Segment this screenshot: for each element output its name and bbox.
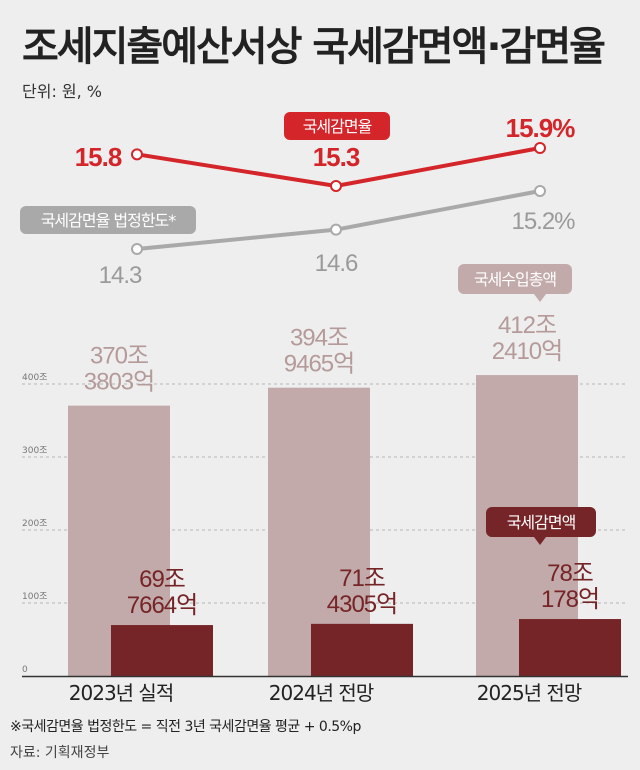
total-revenue-badge-text: 국세수입총액: [474, 270, 556, 289]
legal-limit-label: 14.6: [315, 250, 358, 277]
reduction-rate-badge: [284, 112, 390, 140]
tax-reduction-label: 7664억: [127, 592, 197, 619]
total-revenue-badge-pointer: [534, 294, 546, 302]
total-revenue-badge: [458, 264, 572, 294]
y-tick-label: 400조: [22, 373, 47, 383]
bar-tax-reduction: [111, 625, 213, 676]
tax-reduction-label: 178억: [541, 586, 599, 613]
y-tick-label: 300조: [22, 446, 47, 456]
total-revenue-label: 9465억: [284, 351, 354, 378]
x-category-label: 2024년 전망: [269, 681, 374, 705]
legal-limit-badge-text: 국세감면율 법정한도*: [41, 211, 177, 230]
legal-limit-point: [330, 223, 342, 236]
legal-limit-line: [136, 189, 541, 251]
legal-limit-badge: [20, 206, 196, 234]
total-revenue-label: 394조: [290, 325, 348, 352]
unit-label: 단위: 원, %: [22, 82, 103, 101]
x-category-label: 2023년 실적: [69, 681, 173, 705]
tax-reduction-badge-pointer: [534, 537, 546, 545]
total-revenue-label: 3803억: [84, 369, 154, 396]
reduction-rate-point: [534, 142, 546, 154]
tax-reduction-label: 78조: [547, 560, 593, 587]
tax-reduction-label: 71조: [339, 565, 385, 592]
reduction-rate-label: 15.8: [75, 142, 122, 172]
reduction-rate-label: 15.3: [313, 142, 360, 172]
legal-limit-label: 15.2%: [511, 208, 575, 235]
y-tick-label: 100조: [22, 592, 47, 602]
tax-reduction-label: 69조: [139, 566, 185, 593]
y-tick-label: 0: [22, 665, 28, 675]
legal-limit-point: [534, 185, 546, 197]
reduction-rate-point: [131, 148, 143, 161]
tax-reduction-label: 4305억: [327, 591, 397, 618]
reduction-rate-point: [330, 180, 342, 192]
total-revenue-label: 412조: [498, 312, 556, 339]
y-tick-label: 200조: [22, 519, 47, 529]
reduction-rate-label: 15.9%: [506, 113, 576, 143]
legal-limit-label: 14.3: [99, 262, 142, 289]
reduction-rate-badge-text: 국세감면율: [303, 117, 372, 136]
tax-reduction-badge-text: 국세감면액: [507, 513, 576, 532]
bar-tax-reduction: [519, 619, 621, 676]
total-revenue-label: 2410억: [492, 338, 562, 365]
tax-reduction-badge: [486, 507, 596, 537]
source-note: 자료: 기획재정부: [10, 745, 110, 761]
legal-limit-point: [131, 243, 143, 255]
total-revenue-label: 370조: [90, 343, 148, 370]
bar-tax-reduction: [311, 623, 413, 676]
chart-title: 조세지출예산서상 국세감면액·감면율: [22, 24, 606, 70]
x-category-label: 2025년 전망: [477, 681, 582, 705]
footnote: ※국세감면율 법정한도 = 직전 3년 국세감면율 평균 + 0.5%p: [10, 719, 361, 735]
